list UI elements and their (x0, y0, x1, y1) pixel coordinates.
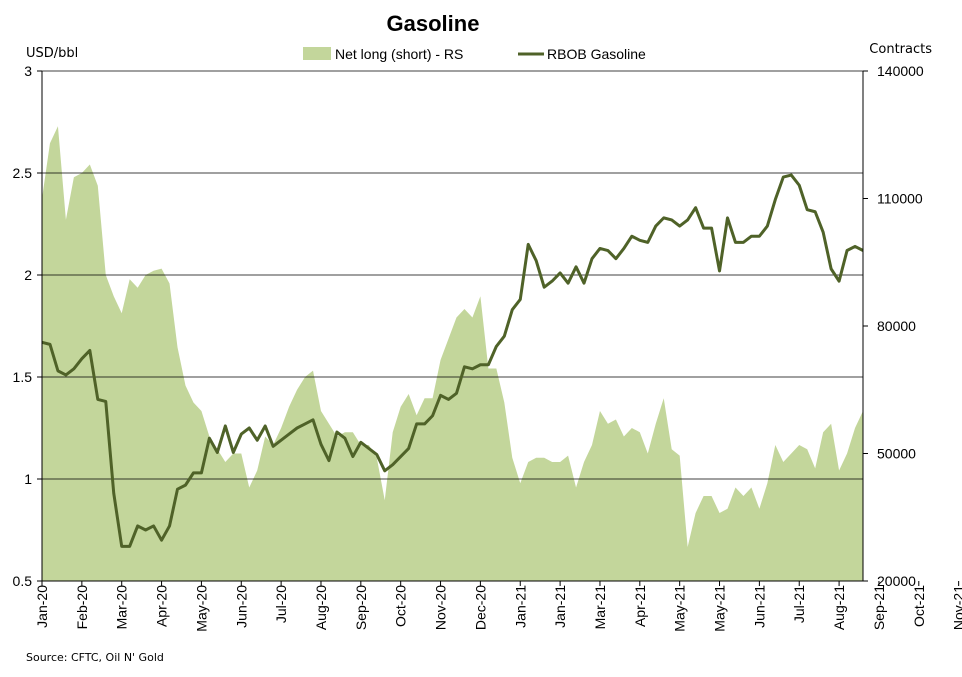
left-tick-label: 1 (24, 471, 32, 487)
x-tick-label: Mar-20 (114, 585, 130, 630)
rbob-line-layer (41, 173, 864, 548)
x-tick-label: Sep-20 (353, 585, 369, 630)
x-tick-label: Jan-21 (512, 585, 528, 628)
gridlines (42, 70, 863, 480)
left-tick-label: 2.5 (13, 165, 33, 181)
left-axis-unit: USD/bbl (26, 46, 78, 61)
left-tick-label: 3 (24, 63, 32, 79)
source-note: Source: CFTC, Oil N' Gold (26, 651, 164, 664)
legend-label-rbob: RBOB Gasoline (547, 46, 646, 62)
right-tick-label: 140000 (877, 63, 924, 79)
x-tick-label: Jun-20 (233, 585, 249, 628)
x-tick-label: Jun-21 (751, 585, 767, 628)
net-long-area-layer (42, 126, 863, 581)
left-tick-label: 2 (24, 267, 32, 283)
net-long-area (42, 126, 863, 581)
right-tick-label: 110000 (877, 191, 923, 207)
x-tick-label: May-21 (672, 585, 688, 632)
chart-title: Gasoline (387, 11, 480, 36)
left-axis-ticks: 0.5 1 1.5 2 2.5 3 (13, 63, 42, 589)
right-tick-label: 20000 (877, 573, 916, 589)
x-tick-label: Dec-20 (472, 585, 488, 630)
x-tick-label: Apr-21 (632, 585, 648, 627)
x-tick-label: Jan-20 (34, 585, 50, 628)
x-tick-label: May-21 (712, 585, 728, 632)
x-tick-label: Mar-21 (592, 585, 608, 630)
x-tick-label: Jul-21 (791, 585, 807, 623)
x-tick-label: Jan-21 (552, 585, 568, 628)
left-tick-label: 1.5 (13, 369, 33, 385)
x-tick-label: Nov-20 (433, 585, 449, 630)
x-tick-label: Sep-21 (871, 585, 887, 630)
x-tick-label: Aug-20 (313, 585, 329, 630)
x-tick-label: May-20 (193, 585, 209, 632)
x-tick-label: Aug-21 (831, 585, 847, 630)
right-tick-label: 80000 (877, 318, 916, 334)
right-axis-unit: Contracts (869, 42, 932, 57)
x-tick-label: Oct-20 (393, 585, 409, 627)
legend: Net long (short) - RS RBOB Gasoline (303, 46, 646, 62)
left-tick-label: 0.5 (13, 573, 33, 589)
legend-label-net-long: Net long (short) - RS (335, 46, 463, 62)
rbob-line (41, 173, 864, 548)
x-tick-label: Apr-20 (154, 585, 170, 627)
x-tick-label: Feb-20 (74, 585, 90, 630)
right-tick-label: 50000 (877, 446, 916, 462)
legend-swatch-net-long (303, 47, 331, 60)
right-axis-ticks: 20000 50000 80000 110000 140000 (863, 63, 924, 589)
x-tick-label: Oct-21 (911, 585, 927, 627)
x-axis-ticks: Jan-20 Feb-20 Mar-20 Apr-20 May-20 Jun-20 Jul-… (34, 581, 962, 632)
x-tick-label: Nov-21 (951, 585, 962, 630)
x-tick-label: Jul-20 (273, 585, 289, 623)
